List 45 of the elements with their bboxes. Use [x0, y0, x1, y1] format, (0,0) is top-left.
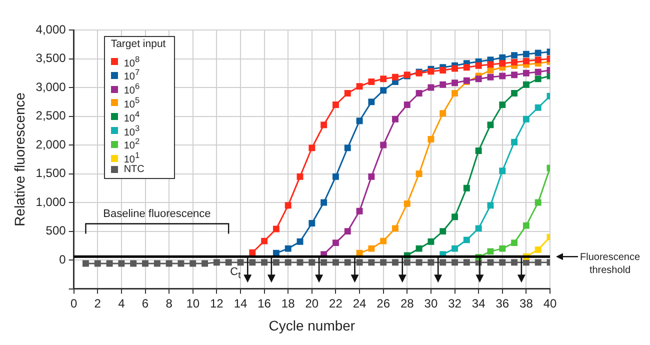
y-tick-label: 0 — [59, 252, 66, 266]
y-tick-label: 2,000 — [36, 137, 66, 152]
x-tick-label: 24 — [352, 296, 367, 310]
y-tick-label: 1,000 — [36, 194, 66, 209]
ref-line-label: Fluorescence threshold — [580, 250, 640, 277]
legend-label: 10$^{1}$ — [124, 150, 140, 166]
legend-title: Target input — [110, 38, 166, 50]
x-tick-label: 30 — [424, 296, 438, 310]
y-axis-title: Relative fluorescence — [11, 92, 28, 226]
legend-label: 10$^{8}$ — [124, 54, 140, 69]
y-tick-label: 3,500 — [36, 51, 66, 66]
x-tick-label: 38 — [520, 296, 534, 310]
x-tick-label: 12 — [210, 296, 224, 310]
x-tick-label: 4 — [118, 296, 126, 310]
x-tick-label: 22 — [329, 296, 343, 310]
y-tick-label: 3,000 — [36, 80, 66, 94]
x-tick-label: 6 — [142, 296, 149, 310]
x-tick-label: 16 — [258, 296, 272, 310]
y-tick-label: 4,000 — [36, 22, 66, 36]
x-tick-label: 20 — [305, 296, 319, 310]
x-tick-label: 10 — [186, 296, 200, 310]
legend-label: 10$^{3}$ — [124, 122, 140, 138]
x-tick-label: 32 — [448, 296, 462, 310]
x-tick-label: 14 — [234, 296, 248, 310]
x-tick-label: 26 — [376, 296, 390, 310]
x-tick-label: 40 — [543, 296, 557, 310]
legend-label: 10$^{4}$ — [124, 108, 140, 124]
legend-label: 10$^{6}$ — [124, 81, 140, 96]
x-tick-label: 2 — [94, 296, 102, 310]
x-tick-label: 28 — [400, 296, 414, 310]
x-axis-title: Cycle number — [268, 317, 356, 334]
x-tick-label: 0 — [70, 296, 78, 310]
annotation: Baseline fluorescence — [103, 208, 211, 220]
y-tick-label: 500 — [46, 224, 66, 238]
legend-label: 10$^{2}$ — [124, 136, 140, 152]
x-tick-label: 8 — [166, 296, 173, 310]
legend-label: 10$^{5}$ — [124, 94, 140, 110]
x-tick-label: 18 — [281, 296, 296, 310]
x-tick-label: 34 — [472, 296, 486, 310]
y-tick-label: 1,500 — [36, 166, 66, 180]
y-tick-label: 2,500 — [36, 108, 66, 123]
annotation: C$_{t}$ — [230, 266, 241, 280]
x-tick-label: 36 — [496, 296, 510, 310]
legend-label: 10$^{7}$ — [124, 67, 140, 83]
legend-label: NTC — [124, 164, 144, 176]
